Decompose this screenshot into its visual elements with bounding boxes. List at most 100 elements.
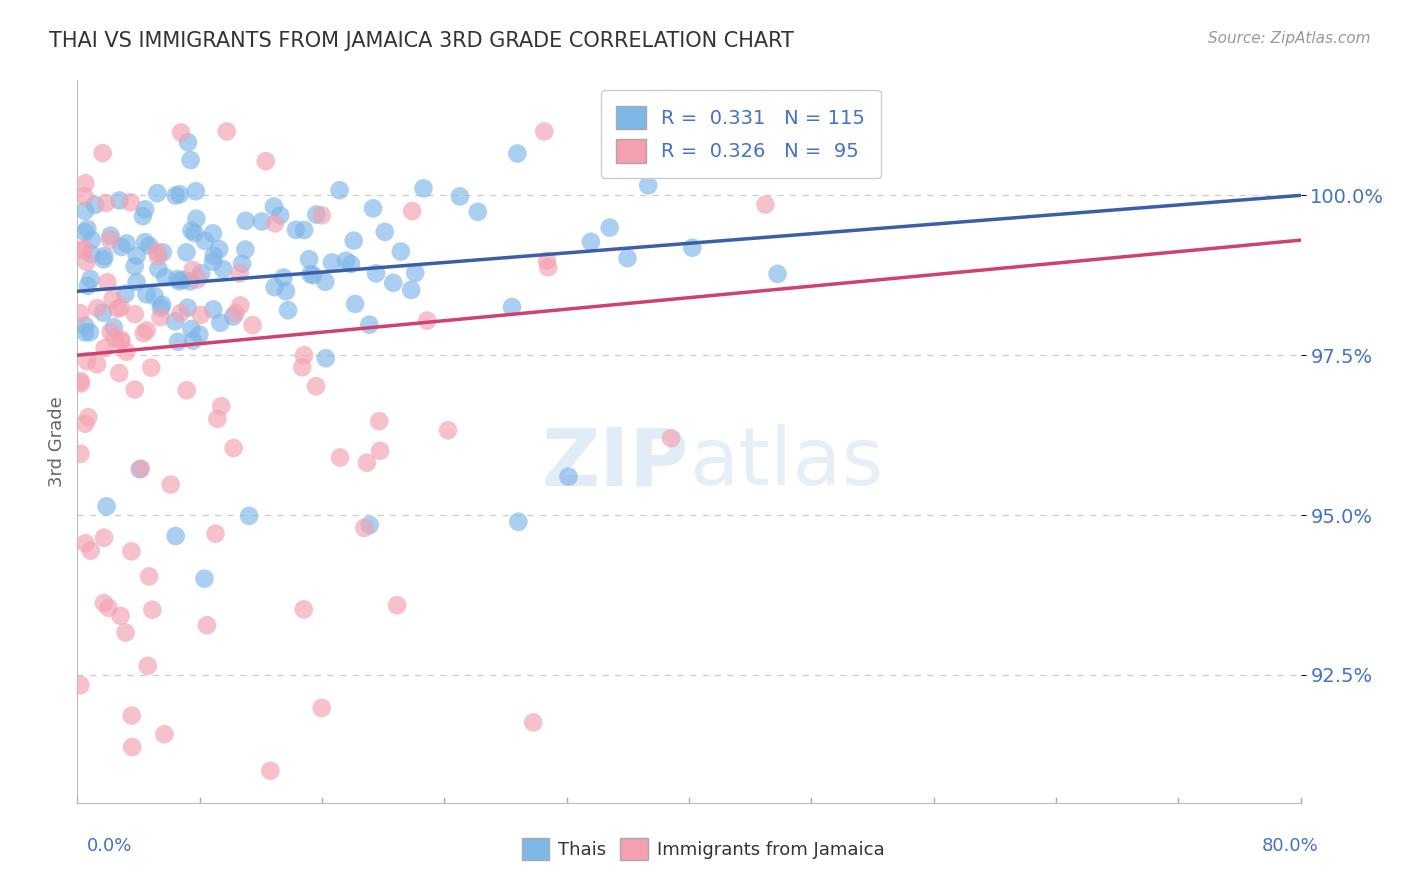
Point (186, 211, 208, 226)
Point (176, 245, 198, 260)
Point (766, 267, 789, 281)
Point (77, 410, 100, 425)
Point (91, 146, 114, 161)
Point (637, 178, 659, 193)
Point (103, 320, 125, 334)
Point (169, 274, 191, 288)
Point (121, 740, 143, 755)
Point (207, 411, 229, 425)
Point (177, 136, 200, 150)
Point (501, 300, 523, 314)
Text: ZIP: ZIP (541, 425, 689, 502)
Point (70, 376, 93, 391)
Point (153, 727, 176, 741)
Point (311, 208, 333, 222)
Point (264, 216, 287, 230)
Point (149, 310, 172, 325)
Point (110, 333, 132, 347)
Point (315, 351, 337, 366)
Point (202, 254, 225, 268)
Point (254, 154, 277, 169)
Point (508, 515, 530, 529)
Point (80, 233, 103, 247)
Point (269, 208, 291, 222)
Point (202, 249, 225, 263)
Point (94, 195, 117, 210)
Point (110, 301, 132, 315)
Point (134, 202, 156, 217)
Point (179, 274, 201, 288)
Point (274, 284, 297, 298)
Point (73, 318, 96, 333)
Point (125, 275, 148, 289)
Point (148, 261, 170, 276)
Point (108, 194, 131, 208)
Point (152, 245, 174, 260)
Point (344, 297, 367, 311)
Point (150, 298, 173, 312)
Point (202, 302, 225, 317)
Point (110, 334, 132, 349)
Point (404, 266, 426, 280)
Point (201, 227, 224, 241)
Point (115, 236, 138, 251)
Point (165, 188, 187, 202)
Point (305, 207, 328, 221)
Point (84, 198, 107, 212)
Point (93, 531, 115, 545)
Point (356, 456, 378, 470)
Point (93, 252, 115, 267)
Point (184, 184, 207, 198)
Point (194, 234, 217, 248)
Point (273, 270, 295, 285)
Point (176, 384, 198, 398)
Point (449, 189, 471, 203)
Point (114, 286, 136, 301)
Text: 80.0%: 80.0% (1263, 837, 1319, 855)
Point (292, 602, 315, 616)
Point (229, 298, 252, 312)
Point (292, 348, 315, 362)
Point (659, 431, 682, 445)
Point (389, 244, 412, 259)
Point (165, 314, 187, 328)
Point (343, 234, 366, 248)
Point (86, 301, 108, 315)
Point (132, 209, 155, 223)
Point (180, 153, 202, 167)
Point (124, 307, 146, 321)
Legend: R =  0.331   N = 115, R =  0.326   N =  95: R = 0.331 N = 115, R = 0.326 N = 95 (600, 90, 880, 178)
Point (100, 228, 122, 243)
Point (115, 344, 138, 359)
Point (259, 764, 281, 778)
Point (104, 332, 127, 346)
Point (681, 241, 703, 255)
Point (96, 500, 118, 514)
Point (305, 379, 328, 393)
Point (616, 251, 638, 265)
Point (190, 308, 212, 322)
Point (93, 249, 115, 263)
Point (79, 326, 101, 340)
Point (181, 334, 204, 348)
Point (134, 235, 156, 250)
Point (180, 224, 202, 238)
Point (114, 625, 136, 640)
Point (181, 263, 204, 277)
Point (242, 318, 264, 332)
Point (235, 243, 257, 257)
Point (86, 357, 108, 371)
Point (177, 301, 200, 315)
Point (75, 536, 97, 550)
Point (141, 603, 163, 617)
Point (80, 247, 103, 261)
Point (129, 461, 152, 475)
Point (467, 204, 489, 219)
Point (277, 303, 299, 318)
Point (132, 326, 155, 340)
Point (437, 423, 460, 437)
Point (110, 608, 132, 623)
Legend: Thais, Immigrants from Jamaica: Thais, Immigrants from Jamaica (515, 830, 891, 867)
Point (169, 306, 191, 320)
Point (69, 678, 91, 692)
